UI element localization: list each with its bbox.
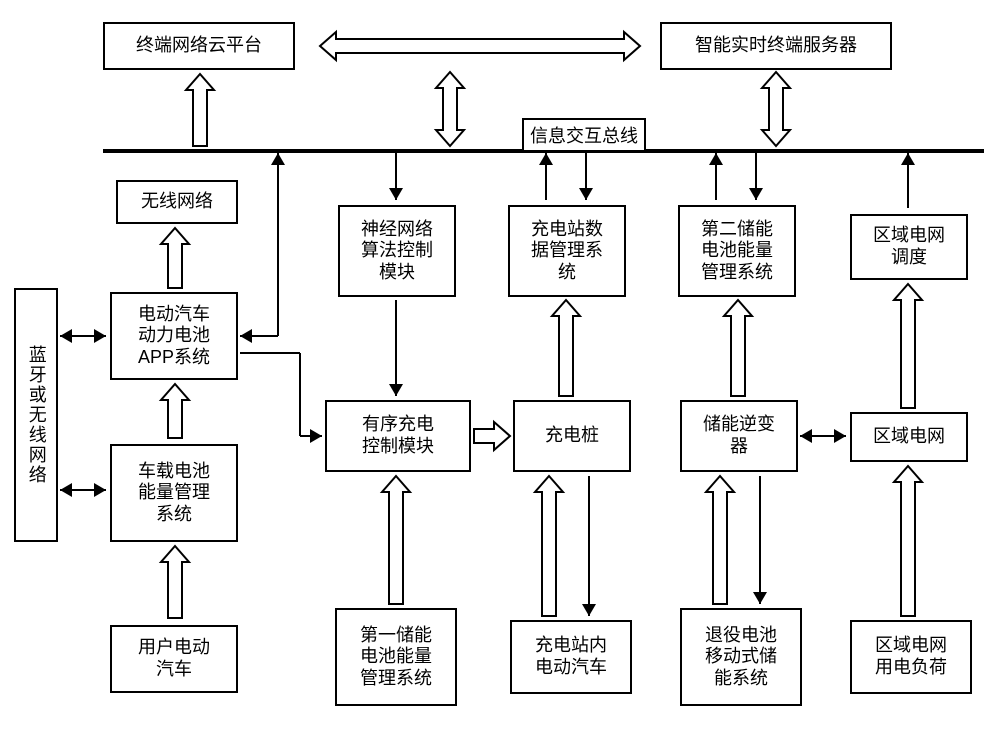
info-bus-label: 信息交互总线 (522, 118, 646, 152)
label: 充电桩 (545, 425, 599, 447)
node-ev-station: 充电站内 电动汽车 (510, 620, 632, 694)
label: 充电站数 据管理系 统 (531, 219, 603, 284)
label: 区域电网 调度 (873, 225, 945, 268)
node-order-ctrl: 有序充电 控制模块 (325, 400, 471, 472)
node-nn: 神经网络 算法控制 模块 (338, 205, 456, 297)
node-wireless: 无线网络 (116, 180, 238, 224)
diagram-canvas: 信息交互总线 终端网络云平台 智能实时终端服务器 无线网络 电动汽车 动力电池 … (0, 0, 1000, 729)
label: 智能实时终端服务器 (695, 35, 857, 57)
label: 无线网络 (141, 191, 213, 213)
node-bt-wifi: 蓝牙或无线网络 (14, 288, 58, 542)
node-ess1: 第一储能 电池能量 管理系统 (335, 608, 457, 706)
node-bms: 车载电池 能量管理 系统 (110, 444, 238, 542)
label: 第一储能 电池能量 管理系统 (360, 625, 432, 690)
node-ess2: 第二储能 电池能量 管理系统 (678, 205, 796, 297)
node-app: 电动汽车 动力电池 APP系统 (110, 292, 238, 380)
label: 终端网络云平台 (136, 35, 262, 57)
label: 区域电网 用电负荷 (875, 635, 947, 678)
label: 第二储能 电池能量 管理系统 (701, 219, 773, 284)
node-load: 区域电网 用电负荷 (850, 620, 972, 694)
label: 退役电池 移动式储 能系统 (705, 625, 777, 690)
node-cloud: 终端网络云平台 (103, 22, 295, 70)
label: 电动汽车 动力电池 APP系统 (138, 304, 210, 369)
node-charge-mgmt: 充电站数 据管理系 统 (508, 205, 626, 297)
node-grid: 区域电网 (850, 412, 968, 462)
label: 充电站内 电动汽车 (535, 635, 607, 678)
node-ess-inv: 储能逆变 器 (680, 400, 798, 472)
label: 用户电动 汽车 (138, 637, 210, 680)
node-server: 智能实时终端服务器 (660, 22, 892, 70)
label: 蓝牙或无线网络 (25, 345, 47, 485)
label: 有序充电 控制模块 (362, 414, 434, 457)
node-ev-user: 用户电动 汽车 (110, 625, 238, 693)
label: 区域电网 (873, 426, 945, 448)
label: 神经网络 算法控制 模块 (361, 219, 433, 284)
node-pile: 充电桩 (513, 400, 631, 472)
node-retired: 退役电池 移动式储 能系统 (680, 608, 802, 706)
label: 车载电池 能量管理 系统 (138, 461, 210, 526)
node-grid-disp: 区域电网 调度 (850, 214, 968, 280)
label: 储能逆变 器 (703, 414, 775, 457)
